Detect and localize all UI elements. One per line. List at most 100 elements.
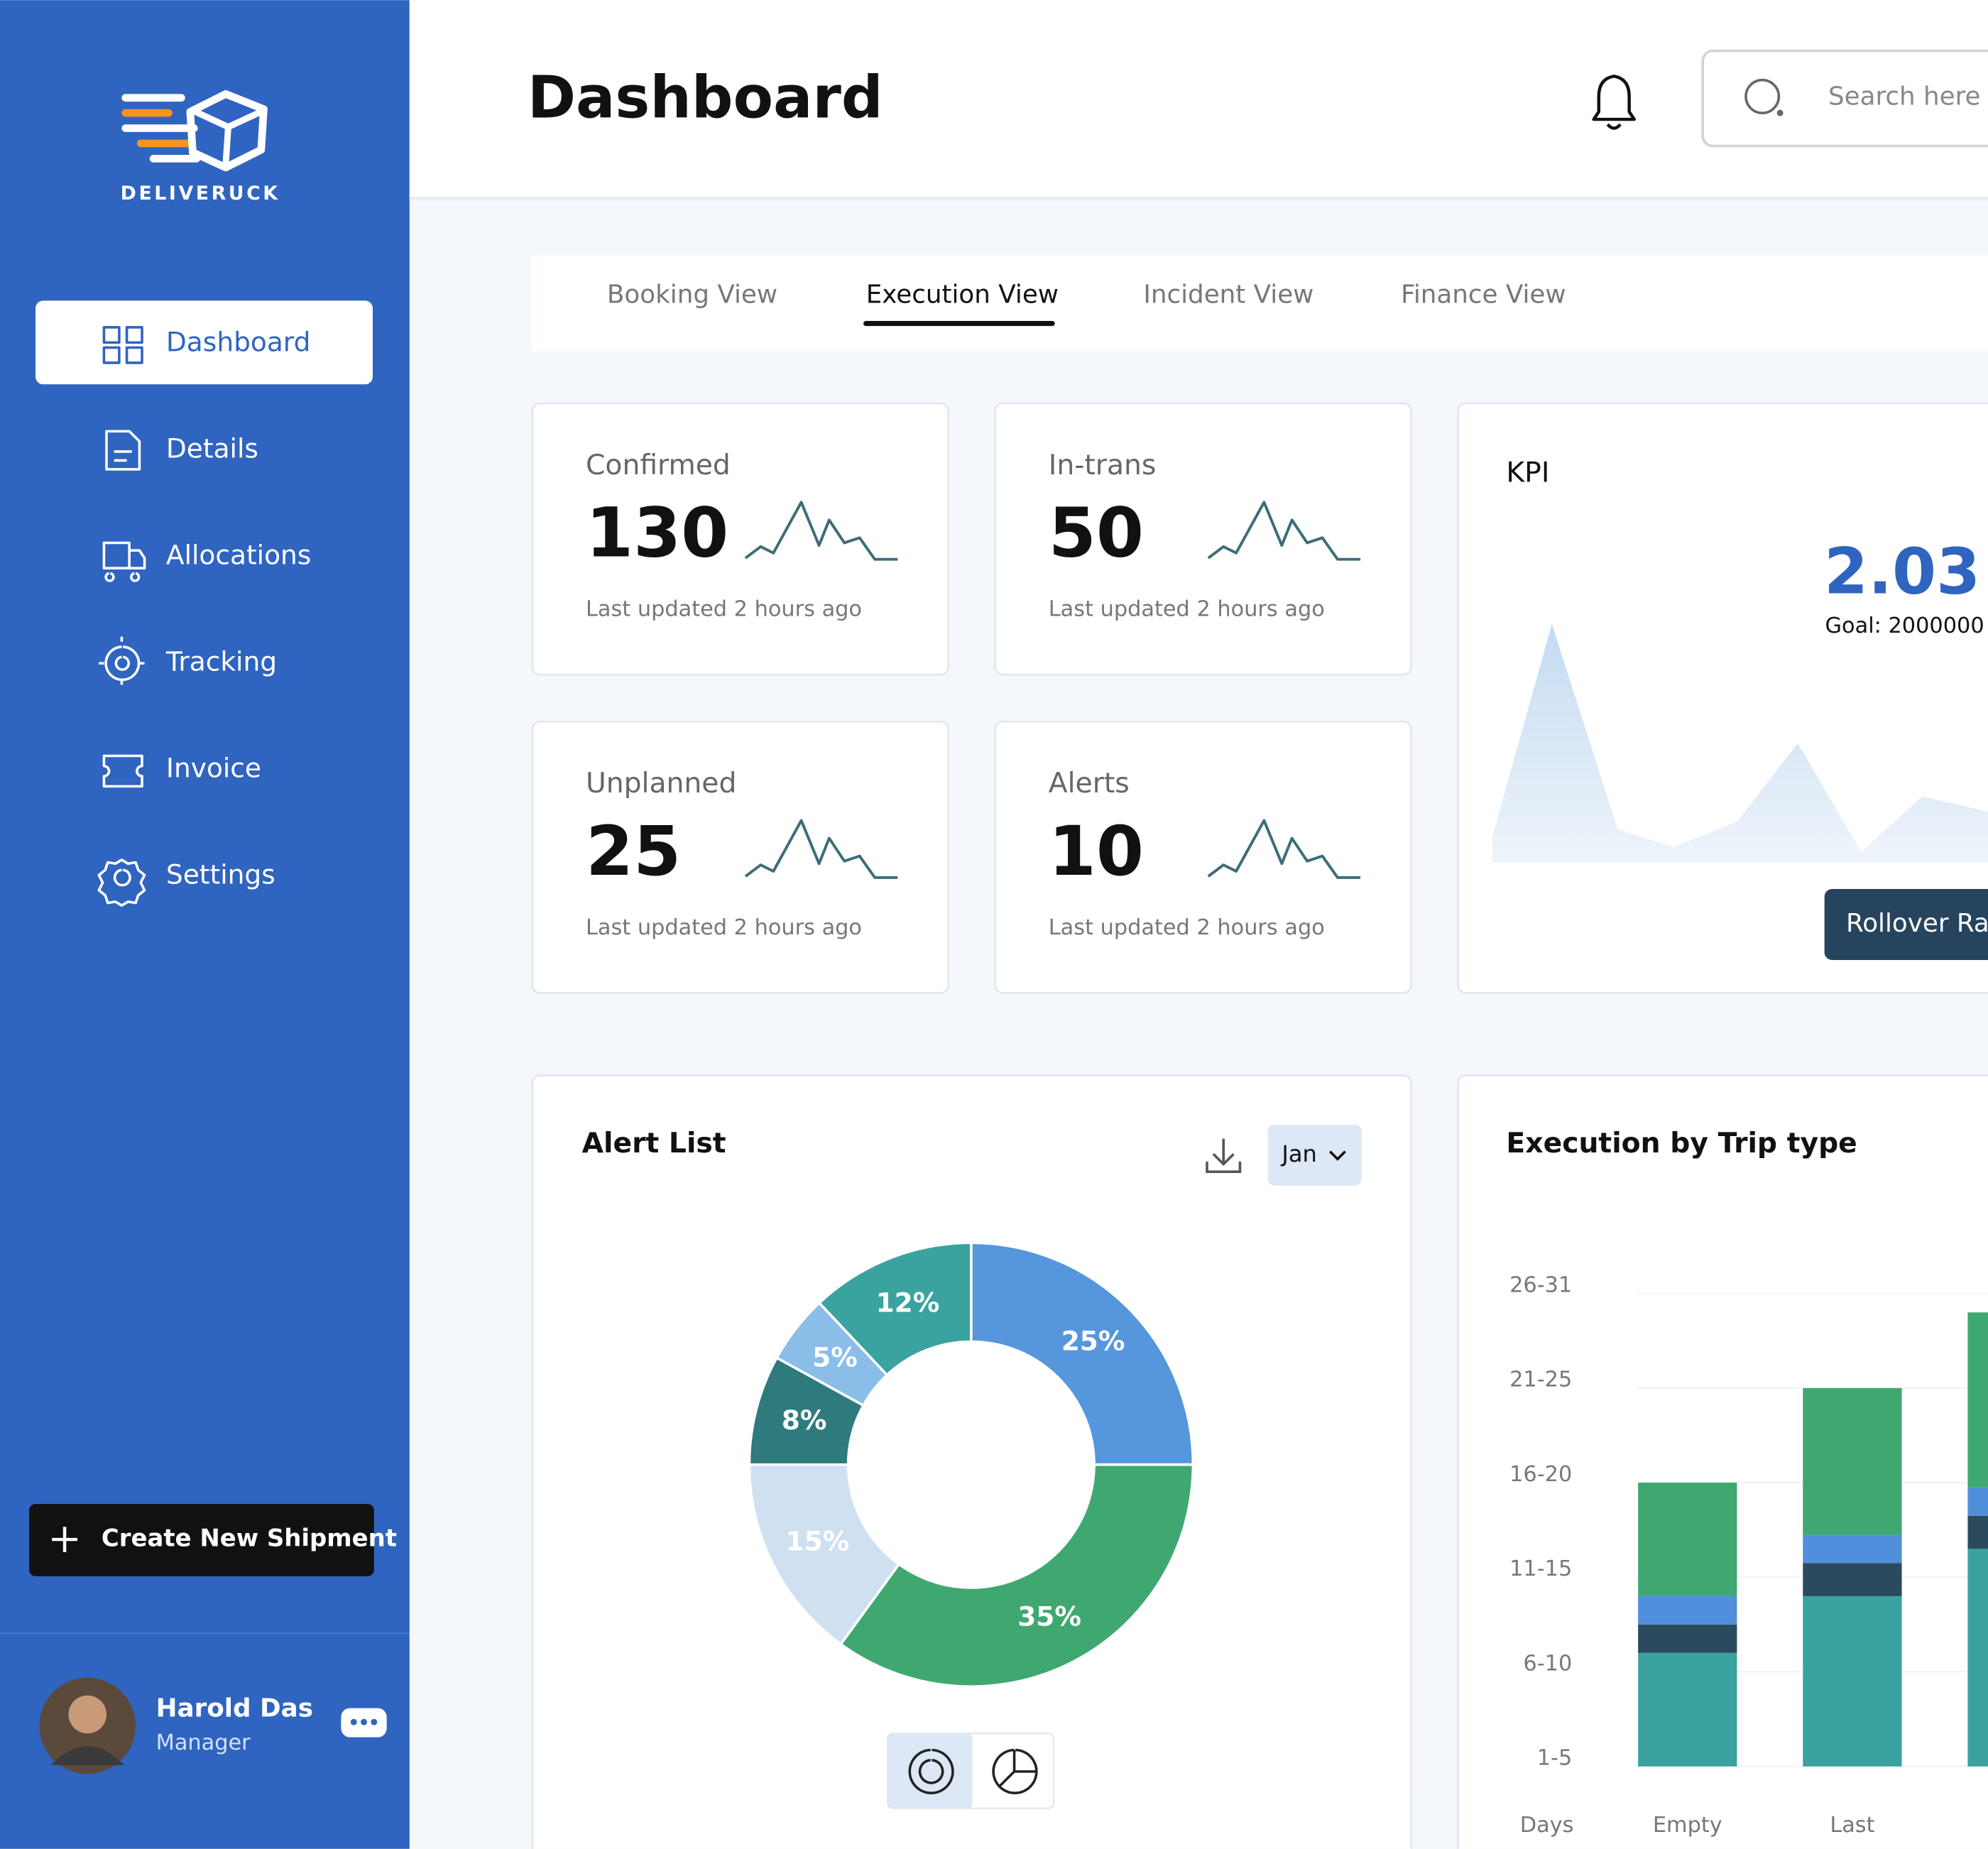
nav-label[interactable]: Tracking xyxy=(165,646,277,677)
nav-item[interactable]: Details xyxy=(105,430,258,471)
kpi-button[interactable] xyxy=(1824,889,1988,960)
notification-bell[interactable] xyxy=(1592,75,1637,130)
bar-segment xyxy=(1638,1596,1737,1625)
nav-icon[interactable] xyxy=(102,541,146,582)
card xyxy=(994,720,1412,994)
stat-value: 25 xyxy=(586,812,681,891)
create-shipment-button[interactable]: Create New Shipment xyxy=(29,1504,397,1576)
card xyxy=(994,402,1412,676)
donut-label: 5% xyxy=(812,1341,858,1373)
header-shadow xyxy=(409,197,1988,201)
y-tick-label: 11-15 xyxy=(1509,1556,1572,1581)
kpi-goal: Goal: 2000000 xyxy=(1825,613,1984,638)
search-box[interactable]: Search here xyxy=(1701,49,1988,148)
donut-slice xyxy=(748,1463,901,1647)
create-shipment-label[interactable]: Create New Shipment xyxy=(102,1525,397,1552)
search-placeholder[interactable]: Search here xyxy=(1828,82,1980,111)
donut-label: 12% xyxy=(876,1287,940,1318)
nav-label[interactable]: Details xyxy=(166,433,258,464)
stat-label: Confirmed xyxy=(586,449,731,481)
nav-icon[interactable] xyxy=(105,430,141,471)
nav-label[interactable]: Settings xyxy=(166,859,275,890)
card xyxy=(531,1074,1412,1849)
x-tick-label: Last xyxy=(1830,1813,1874,1838)
bar-segment xyxy=(1803,1563,1902,1596)
avatar[interactable] xyxy=(39,1677,136,1774)
nav-item[interactable]: Invoice xyxy=(102,753,261,788)
bar-segment xyxy=(1638,1483,1737,1596)
user-role: Manager xyxy=(156,1730,251,1755)
donut-slice xyxy=(839,1463,1195,1688)
page-title: Dashboard xyxy=(528,65,883,132)
y-tick-label: 16-20 xyxy=(1509,1462,1572,1487)
stat-note: Last updated 2 hours ago xyxy=(1049,597,1325,622)
user-menu[interactable] xyxy=(341,1708,387,1738)
month-label[interactable]: Jan xyxy=(1280,1140,1317,1167)
donut-slice xyxy=(970,1241,1195,1466)
nav-label[interactable]: Invoice xyxy=(166,753,261,784)
kpi-button-label[interactable]: Rollover Ra xyxy=(1846,909,1988,938)
card xyxy=(531,402,950,676)
y-tick-label: 21-25 xyxy=(1509,1368,1572,1392)
bar-segment xyxy=(1803,1596,1902,1767)
donut-label: 25% xyxy=(1061,1325,1125,1356)
nav-icon[interactable] xyxy=(102,326,143,364)
nav-label[interactable]: Allocations xyxy=(166,540,311,571)
nav-item[interactable]: Settings xyxy=(97,858,275,907)
y-tick-label: 1-5 xyxy=(1537,1746,1573,1771)
stat-value: 50 xyxy=(1049,493,1144,573)
bar-segment xyxy=(1967,1549,1988,1767)
bar-segment xyxy=(1803,1387,1902,1535)
month-select[interactable] xyxy=(1267,1125,1362,1186)
stat-label: Alerts xyxy=(1049,768,1130,800)
donut-label: 8% xyxy=(782,1405,827,1436)
stat-value: 10 xyxy=(1049,812,1144,891)
tab[interactable]: Finance View xyxy=(1401,280,1566,309)
bar-segment xyxy=(1803,1534,1902,1564)
download-icon[interactable] xyxy=(1206,1138,1242,1174)
content: Booking View Execution View Incident View F… xyxy=(531,280,1988,1849)
nav-item[interactable]: Tracking xyxy=(99,636,277,685)
user-name: Harold Das xyxy=(156,1693,313,1723)
sparkline xyxy=(744,501,898,561)
tab[interactable]: Incident View xyxy=(1143,280,1314,309)
kpi-title: KPI xyxy=(1506,457,1549,489)
nav-icon[interactable] xyxy=(97,858,146,907)
kpi-area xyxy=(1492,623,1988,863)
nav-icon[interactable] xyxy=(99,636,145,685)
sparkline xyxy=(1207,819,1361,879)
card xyxy=(531,720,950,994)
sparkline xyxy=(1207,501,1361,561)
stat-label: In-trans xyxy=(1049,449,1157,481)
pie-icon[interactable] xyxy=(992,1748,1038,1794)
kpi-value: 2.03 xyxy=(1824,535,1980,609)
alert-title: Alert List xyxy=(582,1128,726,1160)
bar-segment xyxy=(1638,1652,1737,1767)
donut-label: 15% xyxy=(786,1525,850,1556)
bar-segment xyxy=(1967,1312,1988,1488)
tab[interactable]: Booking View xyxy=(607,280,777,309)
y-tick-label: 26-31 xyxy=(1509,1272,1572,1297)
nav-label[interactable]: Dashboard xyxy=(166,327,310,358)
chevron[interactable] xyxy=(1328,1150,1346,1161)
bar-segment xyxy=(1638,1624,1737,1653)
donut-icon[interactable] xyxy=(908,1748,954,1794)
toggle-active[interactable] xyxy=(888,1733,973,1809)
bar-segment xyxy=(1967,1487,1988,1516)
stat-note: Last updated 2 hours ago xyxy=(1049,915,1325,940)
brand: DELIVERUCK xyxy=(121,182,280,204)
sparkline xyxy=(744,819,898,879)
tab-bar xyxy=(531,255,1988,351)
nav-item[interactable]: Allocations xyxy=(102,540,311,582)
x-axis-label: Days xyxy=(1520,1813,1574,1838)
stat-note: Last updated 2 hours ago xyxy=(586,597,862,622)
stat-label: Unplanned xyxy=(586,768,736,800)
tab[interactable]: Execution View xyxy=(866,280,1059,309)
stat-note: Last updated 2 hours ago xyxy=(586,915,862,940)
donut-slice xyxy=(817,1241,973,1377)
y-tick-label: 6-10 xyxy=(1523,1651,1572,1676)
nav-item[interactable]: Dashboard xyxy=(36,300,373,385)
nav-icon[interactable] xyxy=(102,754,143,788)
logo xyxy=(121,90,268,172)
